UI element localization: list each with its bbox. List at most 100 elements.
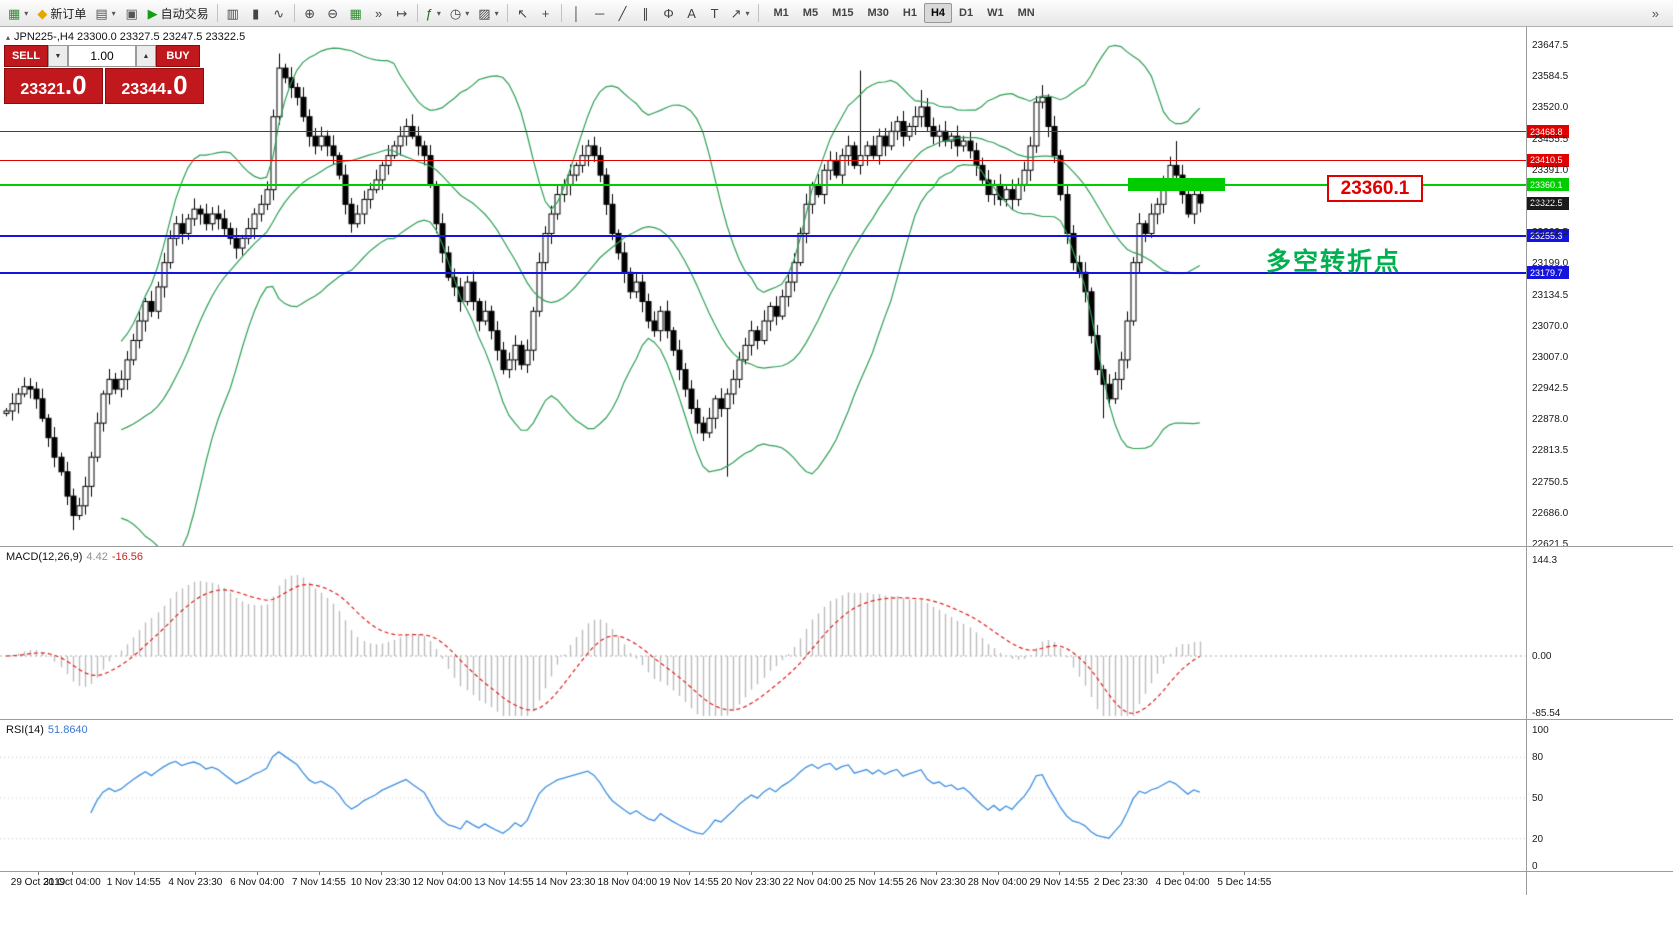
chart-icon: ▴ — [6, 32, 11, 42]
time-axis-tick — [689, 871, 690, 875]
time-axis-label: 7 Nov 14:55 — [291, 877, 346, 888]
time-axis-label: 12 Nov 04:00 — [412, 877, 472, 888]
macd-canvas[interactable] — [0, 548, 1528, 718]
rsi-canvas[interactable] — [0, 721, 1528, 870]
time-axis-tick — [257, 871, 258, 875]
price-axis-label: 23647.5 — [1532, 40, 1569, 51]
buy-button[interactable]: BUY — [156, 45, 200, 67]
timeframe-d1-button[interactable]: D1 — [959, 7, 974, 19]
price-axis-label: 23520.0 — [1532, 102, 1569, 114]
new-chart-button[interactable]: ▦ ▾ — [4, 2, 32, 24]
horizontal-line-23255.3[interactable] — [0, 234, 1526, 237]
price-tag-23179.7: 23179.7 — [1527, 266, 1569, 280]
timeframe-h1-button[interactable]: H1 — [902, 7, 917, 19]
auto-trading-button-label: 自动交易 — [160, 6, 209, 21]
text-label-button[interactable]: T — [704, 2, 726, 24]
price-tag-23322.5: 23322.5 — [1527, 196, 1569, 210]
toolbar-overflow-button[interactable]: » — [1651, 5, 1659, 21]
timeframe-mn-button[interactable]: MN — [1017, 7, 1035, 19]
crosshair-button[interactable]: + — [535, 2, 557, 24]
data-window-button[interactable]: ▣ — [121, 2, 143, 24]
timeframe-m15-button[interactable]: M15 — [832, 7, 854, 19]
timeframe-w1-button[interactable]: W1 — [987, 7, 1004, 19]
sell-button[interactable]: SELL — [4, 45, 48, 67]
timeframe-m30-button[interactable]: M30 — [867, 7, 889, 19]
candlestick-chart-button[interactable]: ▮ — [245, 2, 267, 24]
horizontal-line-23179.7[interactable] — [0, 271, 1526, 274]
rsi-indicator-label: RSI(14) 51.8640 — [6, 724, 88, 736]
zoom-out-button[interactable]: ⊖ — [322, 2, 344, 24]
sell-price-pips: .0 — [64, 70, 87, 100]
price-axis-label: 22621.5 — [1532, 539, 1569, 550]
horizontal-line-23468.8[interactable] — [0, 131, 1526, 133]
price-axis-label: 23584.5 — [1532, 71, 1569, 83]
sell-price[interactable]: 23321.0 — [4, 68, 103, 104]
profiles-button[interactable]: ▤ ▾ — [91, 2, 119, 24]
time-axis-label: 31 Oct 04:00 — [43, 877, 101, 888]
buy-price[interactable]: 23344.0 — [105, 68, 204, 104]
tile-windows-button[interactable]: ▦ — [345, 2, 367, 24]
vertical-line-button[interactable]: │ — [566, 2, 588, 24]
time-axis[interactable]: 29 Oct 2019 31 Oct 04:00 1 Nov 14:55 4 Nov … — [0, 871, 1673, 897]
auto-scroll-button[interactable]: » — [368, 2, 390, 24]
bar-chart-button[interactable]: ▥ — [222, 2, 244, 24]
horizontal-line-23360.1[interactable] — [0, 183, 1526, 186]
time-axis-label: 29 Nov 14:55 — [1029, 877, 1089, 888]
chevron-down-icon: ▾ — [745, 8, 750, 18]
periods-icon: ◷ — [449, 5, 462, 21]
chevron-down-icon: ▾ — [436, 8, 441, 18]
zoom-in-button[interactable]: ⊕ — [299, 2, 321, 24]
horizontal-line-23410.5[interactable] — [0, 159, 1526, 161]
volume-decrease-button[interactable]: ▼ — [48, 45, 68, 67]
arrows-button[interactable]: ↗ ▾ — [727, 2, 754, 24]
text-label-icon: T — [710, 5, 719, 21]
chart-shift-button[interactable]: ↦ — [391, 2, 413, 24]
toolbar: ▦ ▾ ◆ 新订单 ▤ ▾ ▣ ▶ 自动交易 ▥ ▮ ∿ ⊕ ⊖ ▦» ↦ ƒ ▾ ◷ ▾ ▨ ▾ ↖ + │ ─ ╱ ∥ Φ A T ↗ ▾ M… — [0, 0, 1673, 27]
price-axis-label: 22750.5 — [1532, 476, 1569, 488]
highlight-box[interactable] — [1128, 178, 1225, 192]
time-axis-tick — [936, 871, 937, 875]
main-chart-canvas[interactable] — [0, 27, 1528, 546]
time-axis-label: 14 Nov 23:30 — [535, 877, 596, 888]
timeframe-m1-button[interactable]: M1 — [773, 7, 789, 19]
macd-main-value: 4.42 — [86, 551, 108, 563]
time-axis-tick — [627, 871, 628, 875]
horizontal-line-button[interactable]: ─ — [589, 2, 611, 24]
sell-price-main: 23321 — [20, 81, 65, 98]
indicators-button[interactable]: ƒ ▾ — [422, 2, 445, 24]
price-axis-label: 23007.0 — [1532, 351, 1569, 363]
equidistant-channel-button[interactable]: ∥ — [635, 2, 657, 24]
horizontal-line-icon: ─ — [594, 5, 605, 21]
timeframe-m5-button[interactable]: M5 — [802, 7, 819, 19]
price-axis-label: 23134.5 — [1532, 289, 1569, 301]
trendline-button[interactable]: ╱ — [612, 2, 634, 24]
volume-increase-button[interactable]: ▲ — [136, 45, 156, 67]
timeframe-h4-button[interactable]: H4 — [923, 3, 952, 23]
text-button[interactable]: A — [681, 2, 703, 24]
auto-trading-button[interactable]: ▶ 自动交易 — [144, 2, 213, 24]
fibonacci-button[interactable]: Φ — [658, 2, 680, 24]
macd-signal-value: -16.56 — [111, 551, 144, 563]
price-axis-label: 23391.0 — [1532, 164, 1569, 176]
line-chart-button[interactable]: ∿ — [268, 2, 290, 24]
time-axis-label: 22 Nov 04:00 — [782, 877, 843, 888]
new-order-button[interactable]: ◆ 新订单 — [33, 2, 90, 24]
macd-indicator-label: MACD(12,26,9) 4.42 -16.56 — [6, 551, 143, 563]
time-axis-tick — [319, 871, 320, 875]
panel-splitter-rsi[interactable] — [0, 719, 1673, 720]
periods-button[interactable]: ◷ ▾ — [446, 2, 473, 24]
panel-splitter-macd[interactable] — [0, 546, 1673, 547]
time-axis-border — [0, 871, 1673, 872]
cursor-button[interactable]: ↖ — [512, 2, 534, 24]
volume-input[interactable] — [68, 45, 136, 67]
chart-shift-icon: ↦ — [396, 5, 408, 21]
price-axis[interactable]: 23647.5 23584.5 23520.0 23455.5 23391.0 23327… — [1528, 0, 1672, 948]
templates-button[interactable]: ▨ ▾ — [474, 2, 502, 24]
time-axis-tick — [72, 871, 73, 875]
profiles-icon: ▤ — [95, 5, 108, 21]
price-callout[interactable]: 23360.1 — [1327, 175, 1423, 202]
time-axis-label: 28 Nov 04:00 — [967, 877, 1028, 888]
time-axis-label: 5 Dec 14:55 — [1217, 877, 1272, 888]
turning-point-label: 多空转折点 — [1266, 248, 1402, 276]
